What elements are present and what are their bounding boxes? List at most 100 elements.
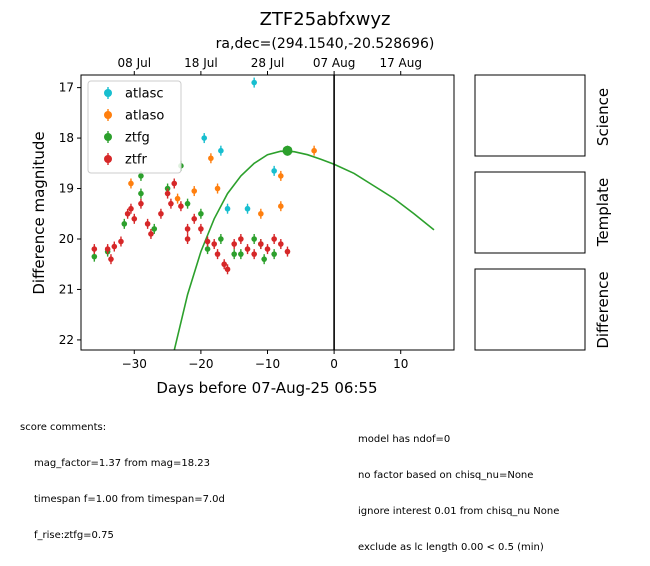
data-point (144, 221, 151, 227)
data-point (231, 251, 237, 257)
score-comments: score comments: mag_factor=1.37 from mag… (20, 398, 225, 554)
series-ztfr (91, 178, 291, 275)
x-tick-label: −10 (255, 357, 280, 371)
top-tick-label: 08 Jul (118, 56, 152, 70)
legend-entry: ztfg (104, 131, 150, 146)
data-point (204, 246, 211, 252)
plot-area: −30 −20 −10 0 10 17 18 19 20 21 22 08 Jul 18 Jul 28 J… (59, 56, 455, 371)
score-comment-line: timespan f=1.00 from timespan=7.0d (34, 494, 225, 505)
x-tick-label: 10 (393, 357, 408, 371)
top-tick-label: 17 Aug (379, 56, 422, 70)
x-tick-label: −20 (188, 357, 213, 371)
series-atlasc (201, 77, 277, 214)
data-point (251, 79, 257, 86)
data-point (151, 226, 158, 232)
data-point (284, 248, 291, 255)
legend-marker (104, 155, 112, 163)
difference-panel-label: Difference (594, 271, 612, 348)
y-tick-label: 20 (59, 232, 74, 246)
y-tick-label: 22 (59, 333, 74, 347)
data-point (221, 261, 228, 268)
data-point (91, 246, 98, 252)
legend-box (87, 80, 182, 174)
data-point (164, 190, 171, 197)
model-comment-line: model has ndof=0 (358, 434, 451, 445)
data-point (164, 185, 171, 192)
legend-marker (104, 111, 112, 119)
data-point (244, 246, 251, 252)
data-point (214, 251, 221, 257)
score-comment-line: mag_factor=1.37 from mag=18.23 (34, 458, 211, 469)
x-tick-label: −30 (122, 357, 147, 371)
data-point (191, 216, 198, 222)
legend-marker (104, 133, 112, 141)
data-point (184, 236, 191, 242)
series-atlaso (128, 145, 317, 219)
legend-label: atlaso (125, 109, 164, 124)
x-axis-label: Days before 07-Aug-25 06:55 (156, 379, 377, 397)
data-point (261, 256, 267, 262)
y-tick-label: 17 (59, 81, 74, 95)
science-panel (474, 74, 586, 157)
data-point (258, 210, 264, 217)
figure: ZTF25abfxwyz ra,dec=(294.1540,-20.528696… (30, 9, 612, 397)
data-point (311, 147, 317, 154)
data-point (278, 173, 284, 179)
chart-subtitle: ra,dec=(294.1540,-20.528696) (216, 36, 435, 52)
template-panel (474, 171, 586, 254)
data-point (148, 231, 154, 237)
data-point (138, 173, 144, 179)
legend-entry: atlasc (104, 87, 164, 102)
data-point (111, 243, 118, 250)
data-point (198, 210, 204, 217)
data-point (264, 246, 271, 252)
data-point (104, 246, 111, 252)
data-point (271, 168, 277, 174)
legend-entry: ztfr (104, 153, 147, 168)
score-comments-title: score comments: (20, 422, 107, 433)
data-point (224, 205, 231, 212)
top-tick-label: 18 Jul (184, 56, 218, 70)
data-point (278, 203, 284, 209)
data-point (184, 200, 191, 207)
data-point (158, 210, 164, 217)
top-tick-label: 28 Jul (251, 56, 285, 70)
data-point (271, 236, 277, 242)
legend-label: atlasc (125, 87, 164, 102)
data-point (138, 190, 144, 197)
data-point (184, 226, 191, 232)
data-point (282, 145, 293, 156)
legend-entry: atlaso (104, 109, 164, 124)
chart-title: ZTF25abfxwyz (260, 9, 391, 30)
data-point (174, 195, 181, 202)
score-comment-line: f_rise:ztfg=0.75 (34, 530, 114, 541)
data-point (201, 135, 208, 141)
y-tick-label: 18 (59, 131, 74, 145)
data-point (231, 241, 237, 247)
model-comment-line: no factor based on chisq_nu=None (358, 470, 534, 481)
model-comment-line: ignore interest 0.01 from chisq_nu None (358, 506, 560, 517)
y-tick-label: 19 (59, 182, 74, 196)
data-point (251, 236, 257, 242)
data-point (218, 147, 224, 154)
data-point (124, 210, 131, 217)
data-point (224, 266, 231, 273)
data-point (238, 251, 244, 257)
data-point (218, 236, 224, 242)
data-point (244, 205, 251, 212)
data-point (211, 241, 218, 247)
data-point (91, 253, 98, 260)
legend-label: ztfg (125, 131, 150, 146)
data-point (191, 188, 198, 194)
legend: atlasc atlaso ztfg ztfr (87, 80, 182, 174)
model-comments: model has ndof=0 no factor based on chis… (358, 410, 559, 566)
data-point (198, 226, 204, 232)
data-point (238, 236, 244, 242)
legend-marker (104, 89, 112, 97)
data-point (208, 155, 214, 162)
data-point (278, 241, 284, 247)
data-point (108, 256, 114, 262)
x-tick-label: 0 (330, 357, 338, 371)
data-point (118, 238, 124, 245)
data-point (171, 180, 178, 187)
